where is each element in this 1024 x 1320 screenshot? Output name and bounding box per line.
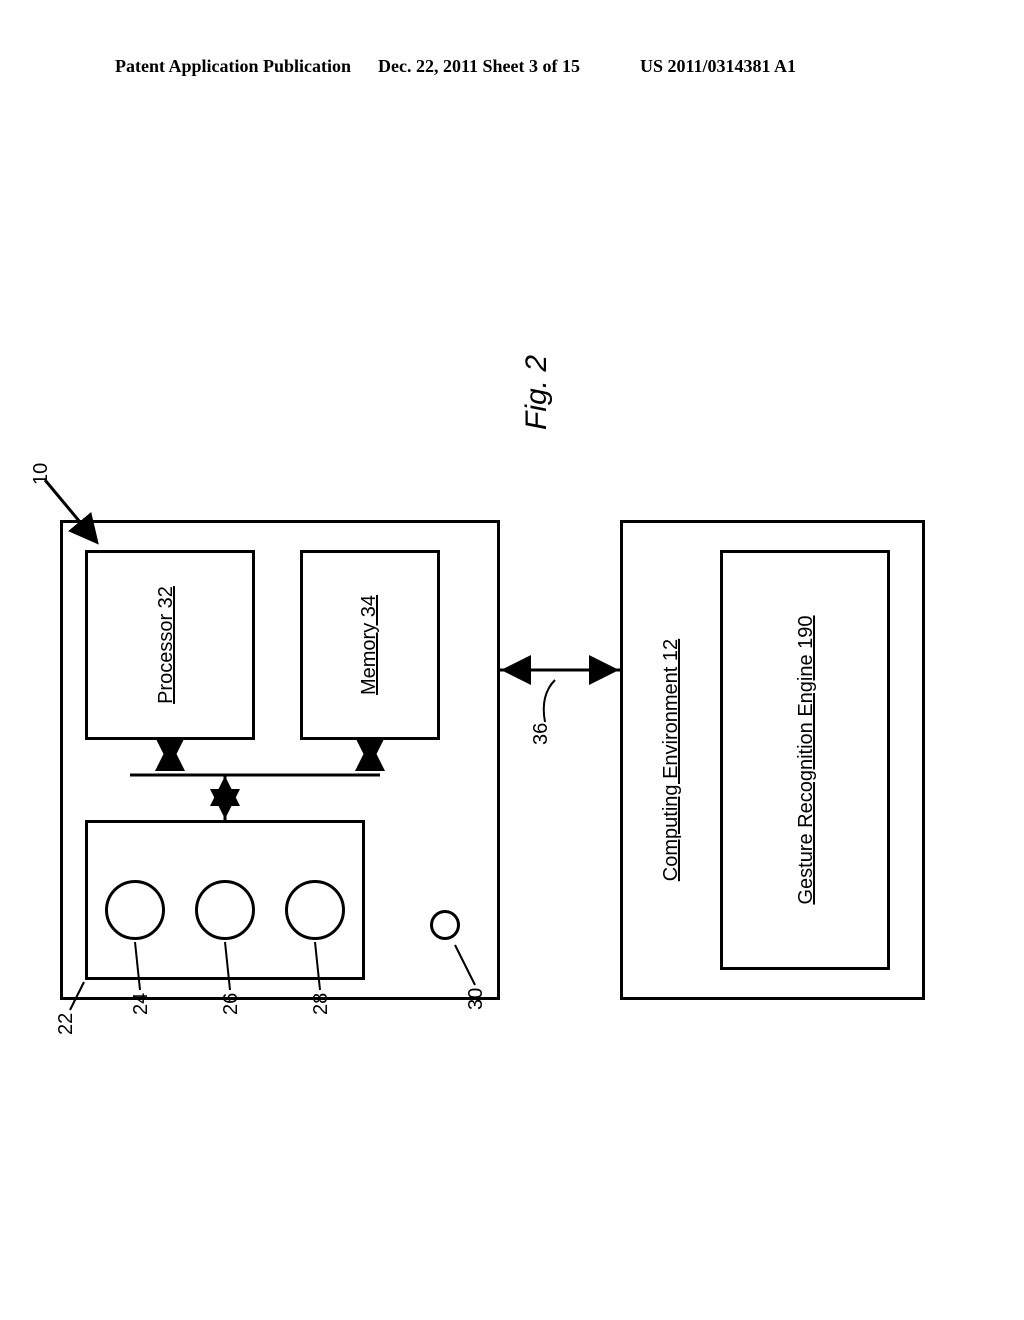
connectors-svg — [0, 240, 1000, 1040]
header-left: Patent Application Publication — [115, 56, 351, 77]
header-mid: Dec. 22, 2011 Sheet 3 of 15 — [378, 56, 580, 77]
diagram-container: Processor 32 Memory 34 Computing Environ… — [0, 240, 1000, 1040]
header-right: US 2011/0314381 A1 — [640, 56, 796, 77]
